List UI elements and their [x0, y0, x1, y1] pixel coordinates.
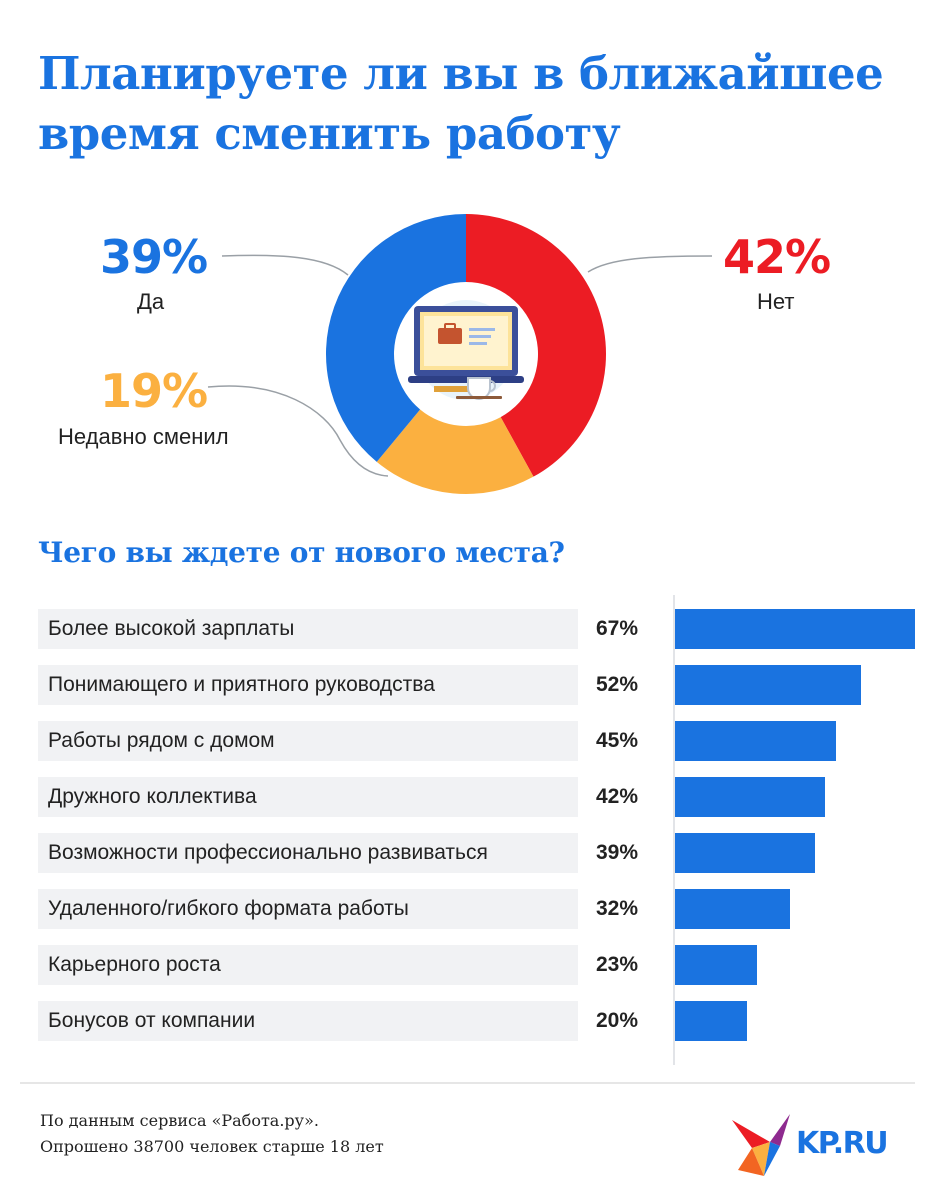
bar — [675, 833, 815, 873]
slice-da — [325, 214, 466, 462]
bar — [675, 609, 915, 649]
source-line-1: По данным сервиса «Работа.ру». — [40, 1111, 319, 1130]
bar-value-label: 20% — [596, 1009, 639, 1032]
donut-chart — [207, 214, 713, 494]
kp-logo: KP.RU — [730, 1112, 910, 1182]
bar-row-background — [38, 889, 578, 929]
bar-row-background — [38, 1001, 578, 1041]
legend-label-da: Да — [137, 289, 165, 314]
legend-label-recent: Недавно сменил — [58, 424, 229, 449]
bar-row-background — [38, 833, 578, 873]
bar — [675, 721, 836, 761]
bar-value-label: 52% — [596, 673, 639, 696]
bar-row: Дружного коллектива 42% — [38, 777, 898, 817]
leader-line-net — [587, 255, 713, 273]
bar-category-label: Бонусов от компании — [48, 1009, 256, 1032]
laptop-briefcase-coffee-icon — [406, 294, 526, 414]
bar-category-label: Более высокой зарплаты — [48, 617, 295, 640]
bar-chart: Более высокой зарплаты 67% Понимающего и п… — [38, 609, 915, 1057]
bar-row-background — [38, 721, 578, 761]
bar-value-label: 39% — [596, 841, 639, 864]
bar — [675, 1001, 747, 1041]
bar-row: Удаленного/гибкого формата работы 32% — [38, 889, 898, 929]
kp-logo-text: KP.RU — [796, 1126, 889, 1161]
legend-label-net: Нет — [757, 289, 795, 314]
slice-net — [466, 214, 606, 477]
legend-pct-net: 42% — [723, 230, 831, 284]
bar-chart-title: Чего вы ждете от нового места? — [38, 536, 565, 569]
bar-category-label: Возможности профессионально развиваться — [48, 841, 488, 864]
slice-recent — [376, 409, 534, 494]
kp-bird-logo-icon — [732, 1114, 790, 1176]
bar-value-label: 67% — [596, 617, 639, 640]
bar-row-background — [38, 609, 578, 649]
source-line-2: Опрошено 38700 человек старше 18 лет — [40, 1137, 384, 1156]
bar-row: Бонусов от компании 20% — [38, 1001, 898, 1041]
bar-category-label: Работы рядом с домом — [48, 729, 275, 752]
legend-pct-da: 39% — [100, 230, 208, 284]
bar-row: Понимающего и приятного руководства 52% — [38, 665, 898, 705]
footer-divider — [20, 1082, 915, 1084]
bar — [675, 889, 790, 929]
bar-row: Возможности профессионально развиваться 3… — [38, 833, 898, 873]
bar-row-background — [38, 777, 578, 817]
legend-pct-recent: 19% — [100, 364, 208, 418]
bar-axis-line — [673, 595, 675, 1065]
bar-row-background — [38, 665, 578, 705]
bar-row: Работы рядом с домом 45% — [38, 721, 898, 761]
bar-category-label: Понимающего и приятного руководства — [48, 673, 435, 696]
bar-value-label: 45% — [596, 729, 639, 752]
donut-leader-lines — [207, 254, 713, 477]
bar-row: Карьерного роста 23% — [38, 945, 898, 985]
bar-row: Более высокой зарплаты 67% — [38, 609, 915, 649]
bar — [675, 945, 757, 985]
bar — [675, 777, 825, 817]
page-title: Планируете ли вы в ближайшее время смени… — [38, 44, 918, 164]
title-line-1: Планируете ли вы в ближайшее — [38, 47, 884, 100]
bar-value-label: 32% — [596, 897, 639, 920]
leader-line-da — [221, 254, 349, 276]
bar-category-label: Дружного коллектива — [48, 785, 257, 808]
donut-slices — [325, 214, 606, 494]
title-line-2: время сменить работу — [38, 107, 621, 160]
bar-row-background — [38, 945, 578, 985]
bar-category-label: Удаленного/гибкого формата работы — [48, 897, 409, 920]
source-note: По данным сервиса «Работа.ру». Опрошено … — [40, 1108, 384, 1160]
leader-line-recent — [207, 385, 389, 477]
bar-value-label: 23% — [596, 953, 639, 976]
bar-value-label: 42% — [596, 785, 639, 808]
bar-category-label: Карьерного роста — [48, 953, 221, 976]
bar — [675, 665, 861, 705]
